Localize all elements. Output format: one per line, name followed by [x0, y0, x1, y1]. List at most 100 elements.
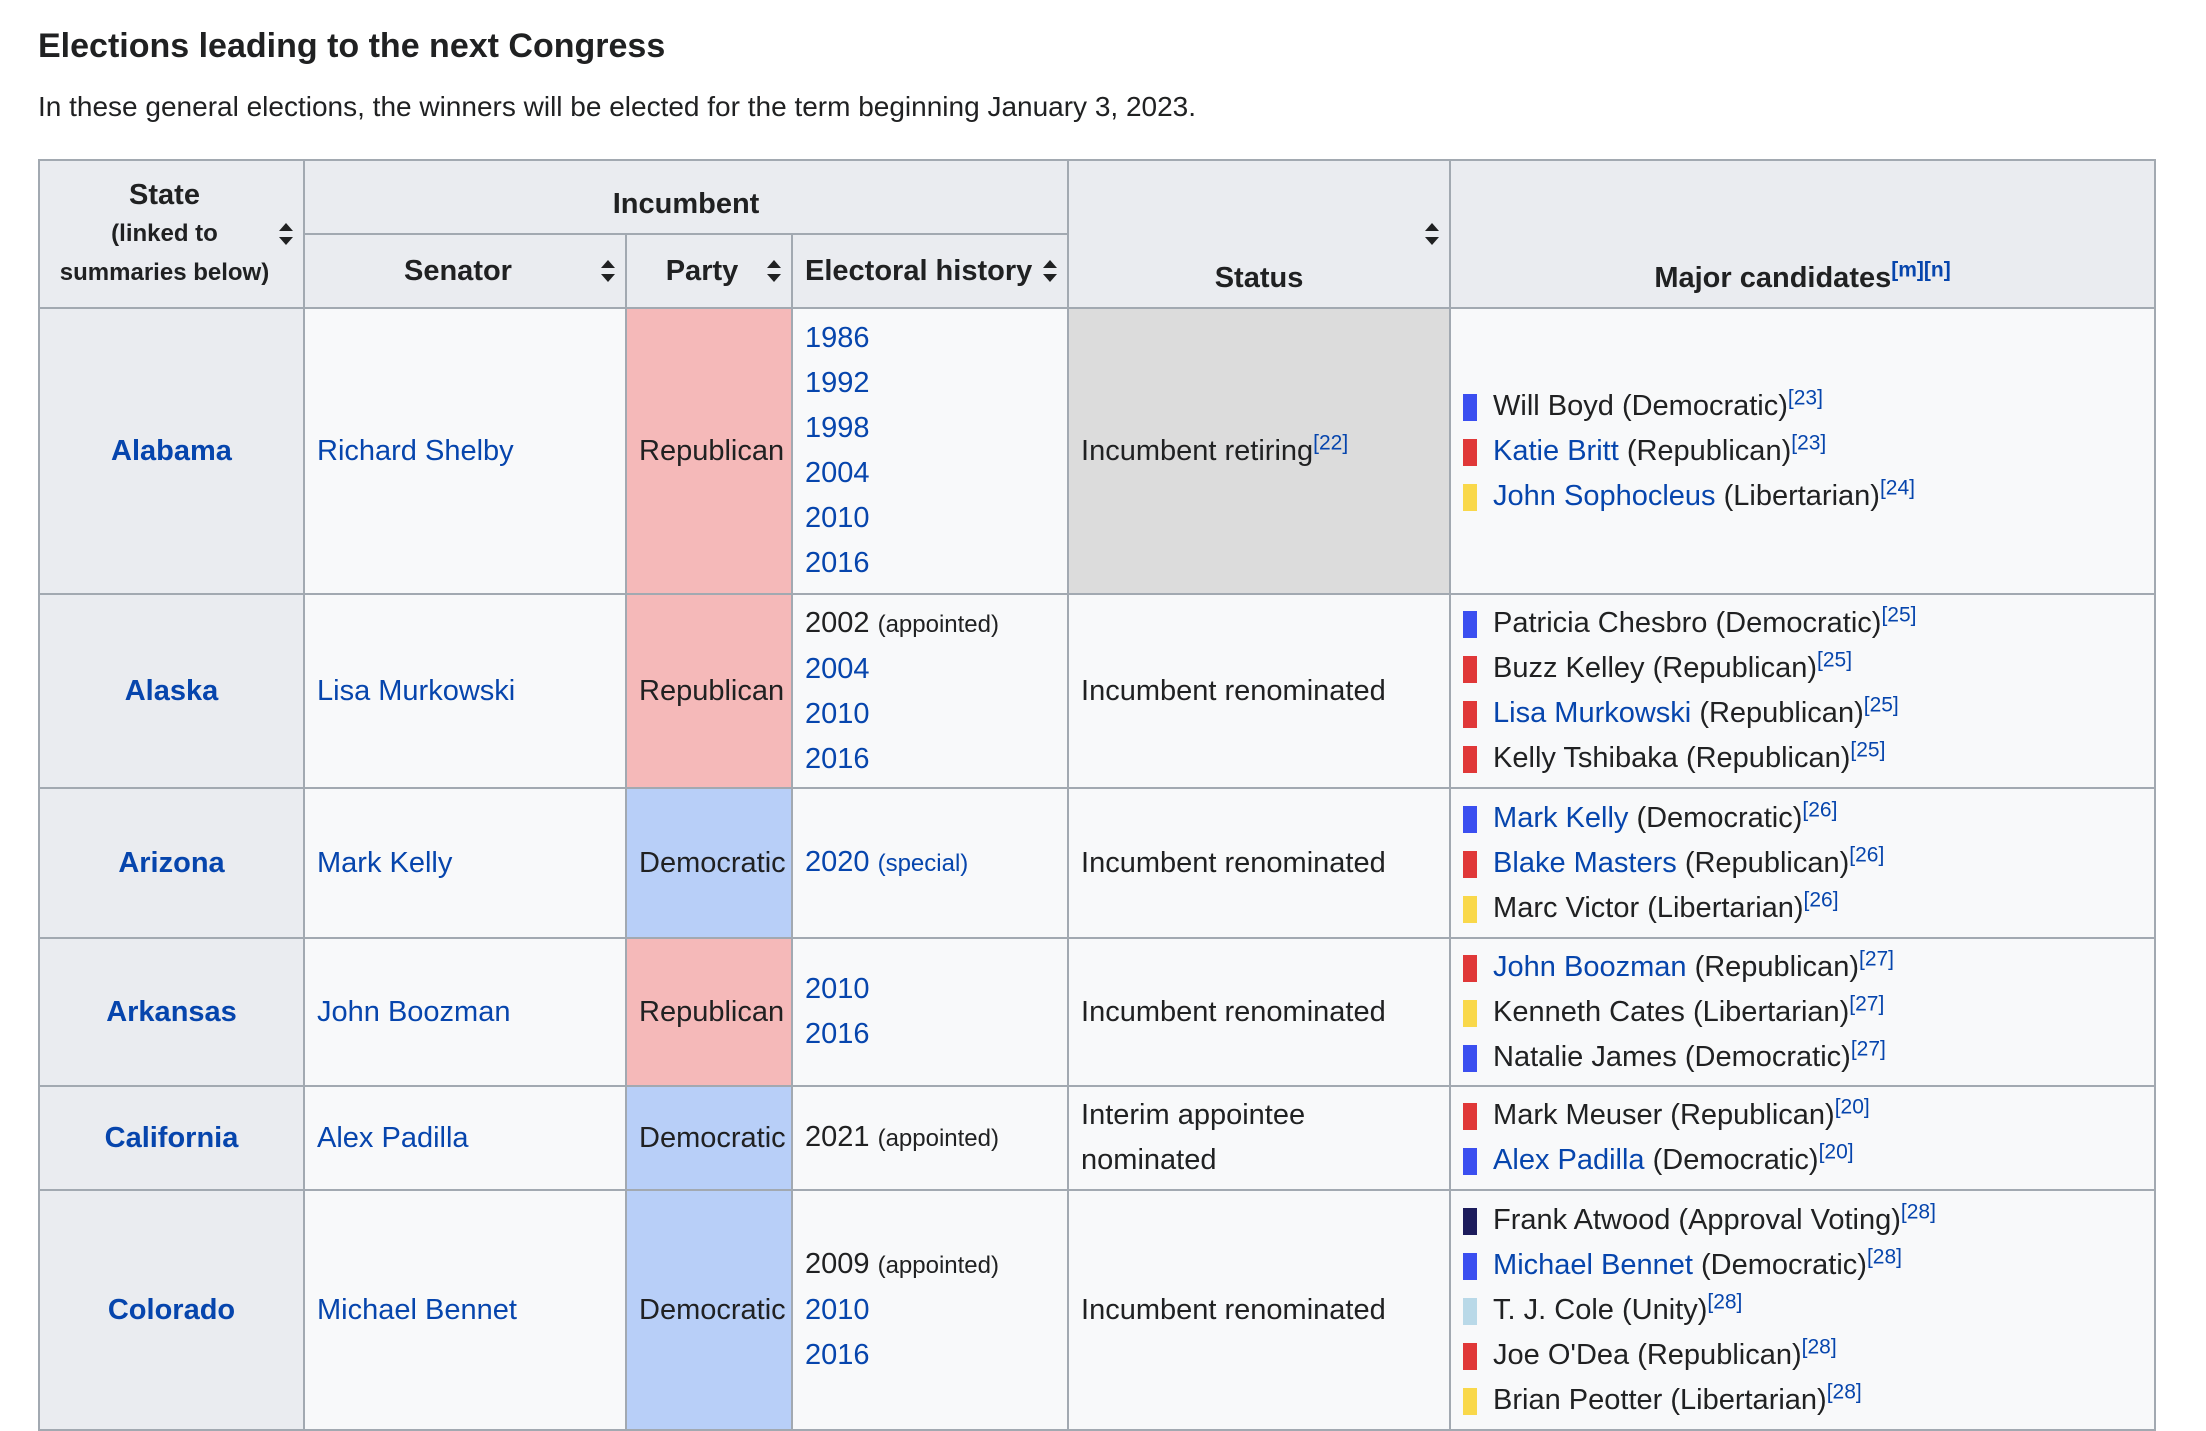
senator-cell: Mark Kelly: [303, 787, 627, 939]
history-note[interactable]: (special): [877, 850, 969, 877]
ref-link[interactable]: [22]: [1313, 430, 1349, 454]
ref-link[interactable]: [20]: [1818, 1140, 1854, 1164]
state-link[interactable]: Alaska: [124, 674, 219, 707]
ref-link[interactable]: [27]: [1858, 946, 1895, 970]
state-link[interactable]: Colorado: [107, 1293, 236, 1326]
ref-link[interactable]: [27]: [1850, 1036, 1886, 1060]
ref-link[interactable]: [27]: [1849, 991, 1885, 1015]
history-year[interactable]: 2010: [805, 502, 870, 534]
candidate-party: (Republican): [1684, 846, 1850, 879]
ref-link[interactable]: [28]: [1826, 1379, 1862, 1403]
history-entry: 2021 (appointed): [805, 1115, 1055, 1161]
state-cell: Arizona: [38, 787, 305, 939]
candidate-name[interactable]: Blake Masters: [1493, 846, 1677, 879]
header-senator[interactable]: Senator: [303, 233, 627, 309]
history-cell: 1986 1992 1998 2004 2010 2016: [790, 307, 1070, 595]
candidate-entry: Lisa Murkowski (Republican)[25]: [1463, 691, 2142, 736]
ref-link[interactable]: [25]: [1850, 738, 1886, 762]
ref-link[interactable]: [25]: [1817, 648, 1853, 672]
history-year[interactable]: 2010: [805, 1294, 870, 1326]
table-row: Alabama Richard Shelby Republican 1986 1992 1…: [38, 307, 2157, 595]
candidate-name[interactable]: Lisa Murkowski: [1493, 697, 1692, 729]
header-state[interactable]: State (linked to summaries below): [38, 159, 305, 309]
history-entry: 2016: [805, 1012, 1055, 1057]
candidate-party: (Democratic): [1701, 1248, 1867, 1281]
table-row: Alaska Lisa Murkowski Republican 2002 (appo…: [38, 593, 2157, 789]
history-year[interactable]: 2016: [805, 1339, 870, 1371]
ref-link[interactable]: [m]: [1891, 258, 1924, 282]
senator-link[interactable]: Michael Bennet: [317, 1293, 517, 1326]
history-year[interactable]: 1992: [805, 367, 870, 399]
candidate-party: (Approval Voting): [1678, 1203, 1901, 1236]
candidate-name: Kelly Tshibaka: [1493, 742, 1678, 774]
ref-link[interactable]: [23]: [1787, 385, 1823, 409]
party-color-swatch: [1463, 1044, 1478, 1072]
candidate-name[interactable]: Katie Britt: [1493, 434, 1619, 467]
state-link[interactable]: California: [104, 1121, 239, 1154]
candidate-name: Joe O'Dea: [1493, 1338, 1630, 1371]
history-note: (appointed): [877, 1252, 999, 1279]
state-link[interactable]: Alabama: [111, 434, 232, 467]
history-entry: 2010: [805, 692, 1055, 737]
status-text: Incumbent retiring: [1081, 434, 1314, 467]
ref-link[interactable]: [28]: [1866, 1244, 1902, 1268]
ref-link[interactable]: [26]: [1802, 797, 1838, 821]
history-year[interactable]: 1986: [805, 322, 870, 354]
senator-link[interactable]: Alex Padilla: [317, 1121, 469, 1154]
history-year[interactable]: 1998: [805, 412, 870, 444]
header-status[interactable]: Status: [1067, 159, 1452, 309]
table-row: Colorado Michael Bennet Democratic 2009 (ap…: [38, 1189, 2157, 1431]
candidate-name[interactable]: Michael Bennet: [1493, 1248, 1693, 1281]
header-state-note-2: summaries below): [59, 259, 270, 286]
ref-link[interactable]: [23]: [1791, 430, 1827, 454]
candidates-cell: Mark Kelly (Democratic)[26] Blake Masters…: [1449, 787, 2157, 939]
state-link[interactable]: Arizona: [118, 846, 225, 879]
history-year[interactable]: 2016: [805, 547, 870, 579]
history-year[interactable]: 2010: [805, 697, 870, 730]
candidate-entry: Katie Britt (Republican)[23]: [1463, 429, 2142, 474]
ref-link[interactable]: [26]: [1849, 842, 1885, 866]
ref-link[interactable]: [25]: [1881, 603, 1917, 627]
history-year: 2009: [805, 1248, 870, 1280]
party-cell: Republican: [625, 307, 793, 595]
history-year[interactable]: 2016: [805, 742, 870, 775]
candidate-party: (Republican): [1652, 652, 1818, 684]
ref-link[interactable]: [24]: [1879, 475, 1915, 499]
sort-icon[interactable]: [1043, 260, 1058, 282]
sort-icon[interactable]: [601, 260, 615, 282]
senator-link[interactable]: Richard Shelby: [317, 434, 514, 467]
ref-link[interactable]: [28]: [1707, 1289, 1743, 1313]
status-cell: Incumbent renominated: [1067, 1189, 1452, 1431]
ref-link[interactable]: [20]: [1834, 1095, 1870, 1119]
ref-link[interactable]: [25]: [1863, 693, 1899, 717]
senator-link[interactable]: John Boozman: [317, 995, 511, 1028]
sort-icon[interactable]: [279, 223, 293, 245]
history-year[interactable]: 2010: [805, 973, 870, 1005]
candidate-name[interactable]: John Boozman: [1493, 950, 1687, 983]
ref-link[interactable]: [26]: [1803, 887, 1839, 911]
state-link[interactable]: Arkansas: [106, 995, 237, 1028]
history-cell: 2009 (appointed) 2010 2016: [790, 1189, 1070, 1431]
candidate-name: Frank Atwood: [1493, 1203, 1671, 1236]
candidate-name[interactable]: Alex Padilla: [1493, 1144, 1645, 1176]
sort-icon[interactable]: [1425, 223, 1440, 245]
candidate-entry: Blake Masters (Republican)[26]: [1463, 841, 2142, 886]
state-cell: Arkansas: [38, 937, 305, 1087]
history-year[interactable]: 2004: [805, 457, 870, 489]
ref-link[interactable]: [n]: [1923, 258, 1951, 282]
candidate-entry: Mark Kelly (Democratic)[26]: [1463, 796, 2142, 841]
candidate-name[interactable]: John Sophocleus: [1493, 479, 1716, 512]
candidate-name[interactable]: Mark Kelly: [1493, 801, 1629, 834]
ref-link[interactable]: [28]: [1801, 1334, 1837, 1358]
candidates-cell: Will Boyd (Democratic)[23] Katie Britt (R…: [1449, 307, 2157, 595]
senator-link[interactable]: Mark Kelly: [317, 846, 453, 879]
history-year[interactable]: 2020: [805, 846, 870, 878]
senator-link[interactable]: Lisa Murkowski: [317, 674, 516, 707]
candidate-name: Kenneth Cates: [1493, 995, 1685, 1028]
sort-icon[interactable]: [767, 260, 781, 282]
header-party[interactable]: Party: [625, 233, 793, 309]
history-year[interactable]: 2016: [805, 1018, 870, 1050]
header-history[interactable]: Electoral history: [790, 233, 1070, 309]
history-year[interactable]: 2004: [805, 652, 870, 685]
ref-link[interactable]: [28]: [1900, 1199, 1936, 1223]
